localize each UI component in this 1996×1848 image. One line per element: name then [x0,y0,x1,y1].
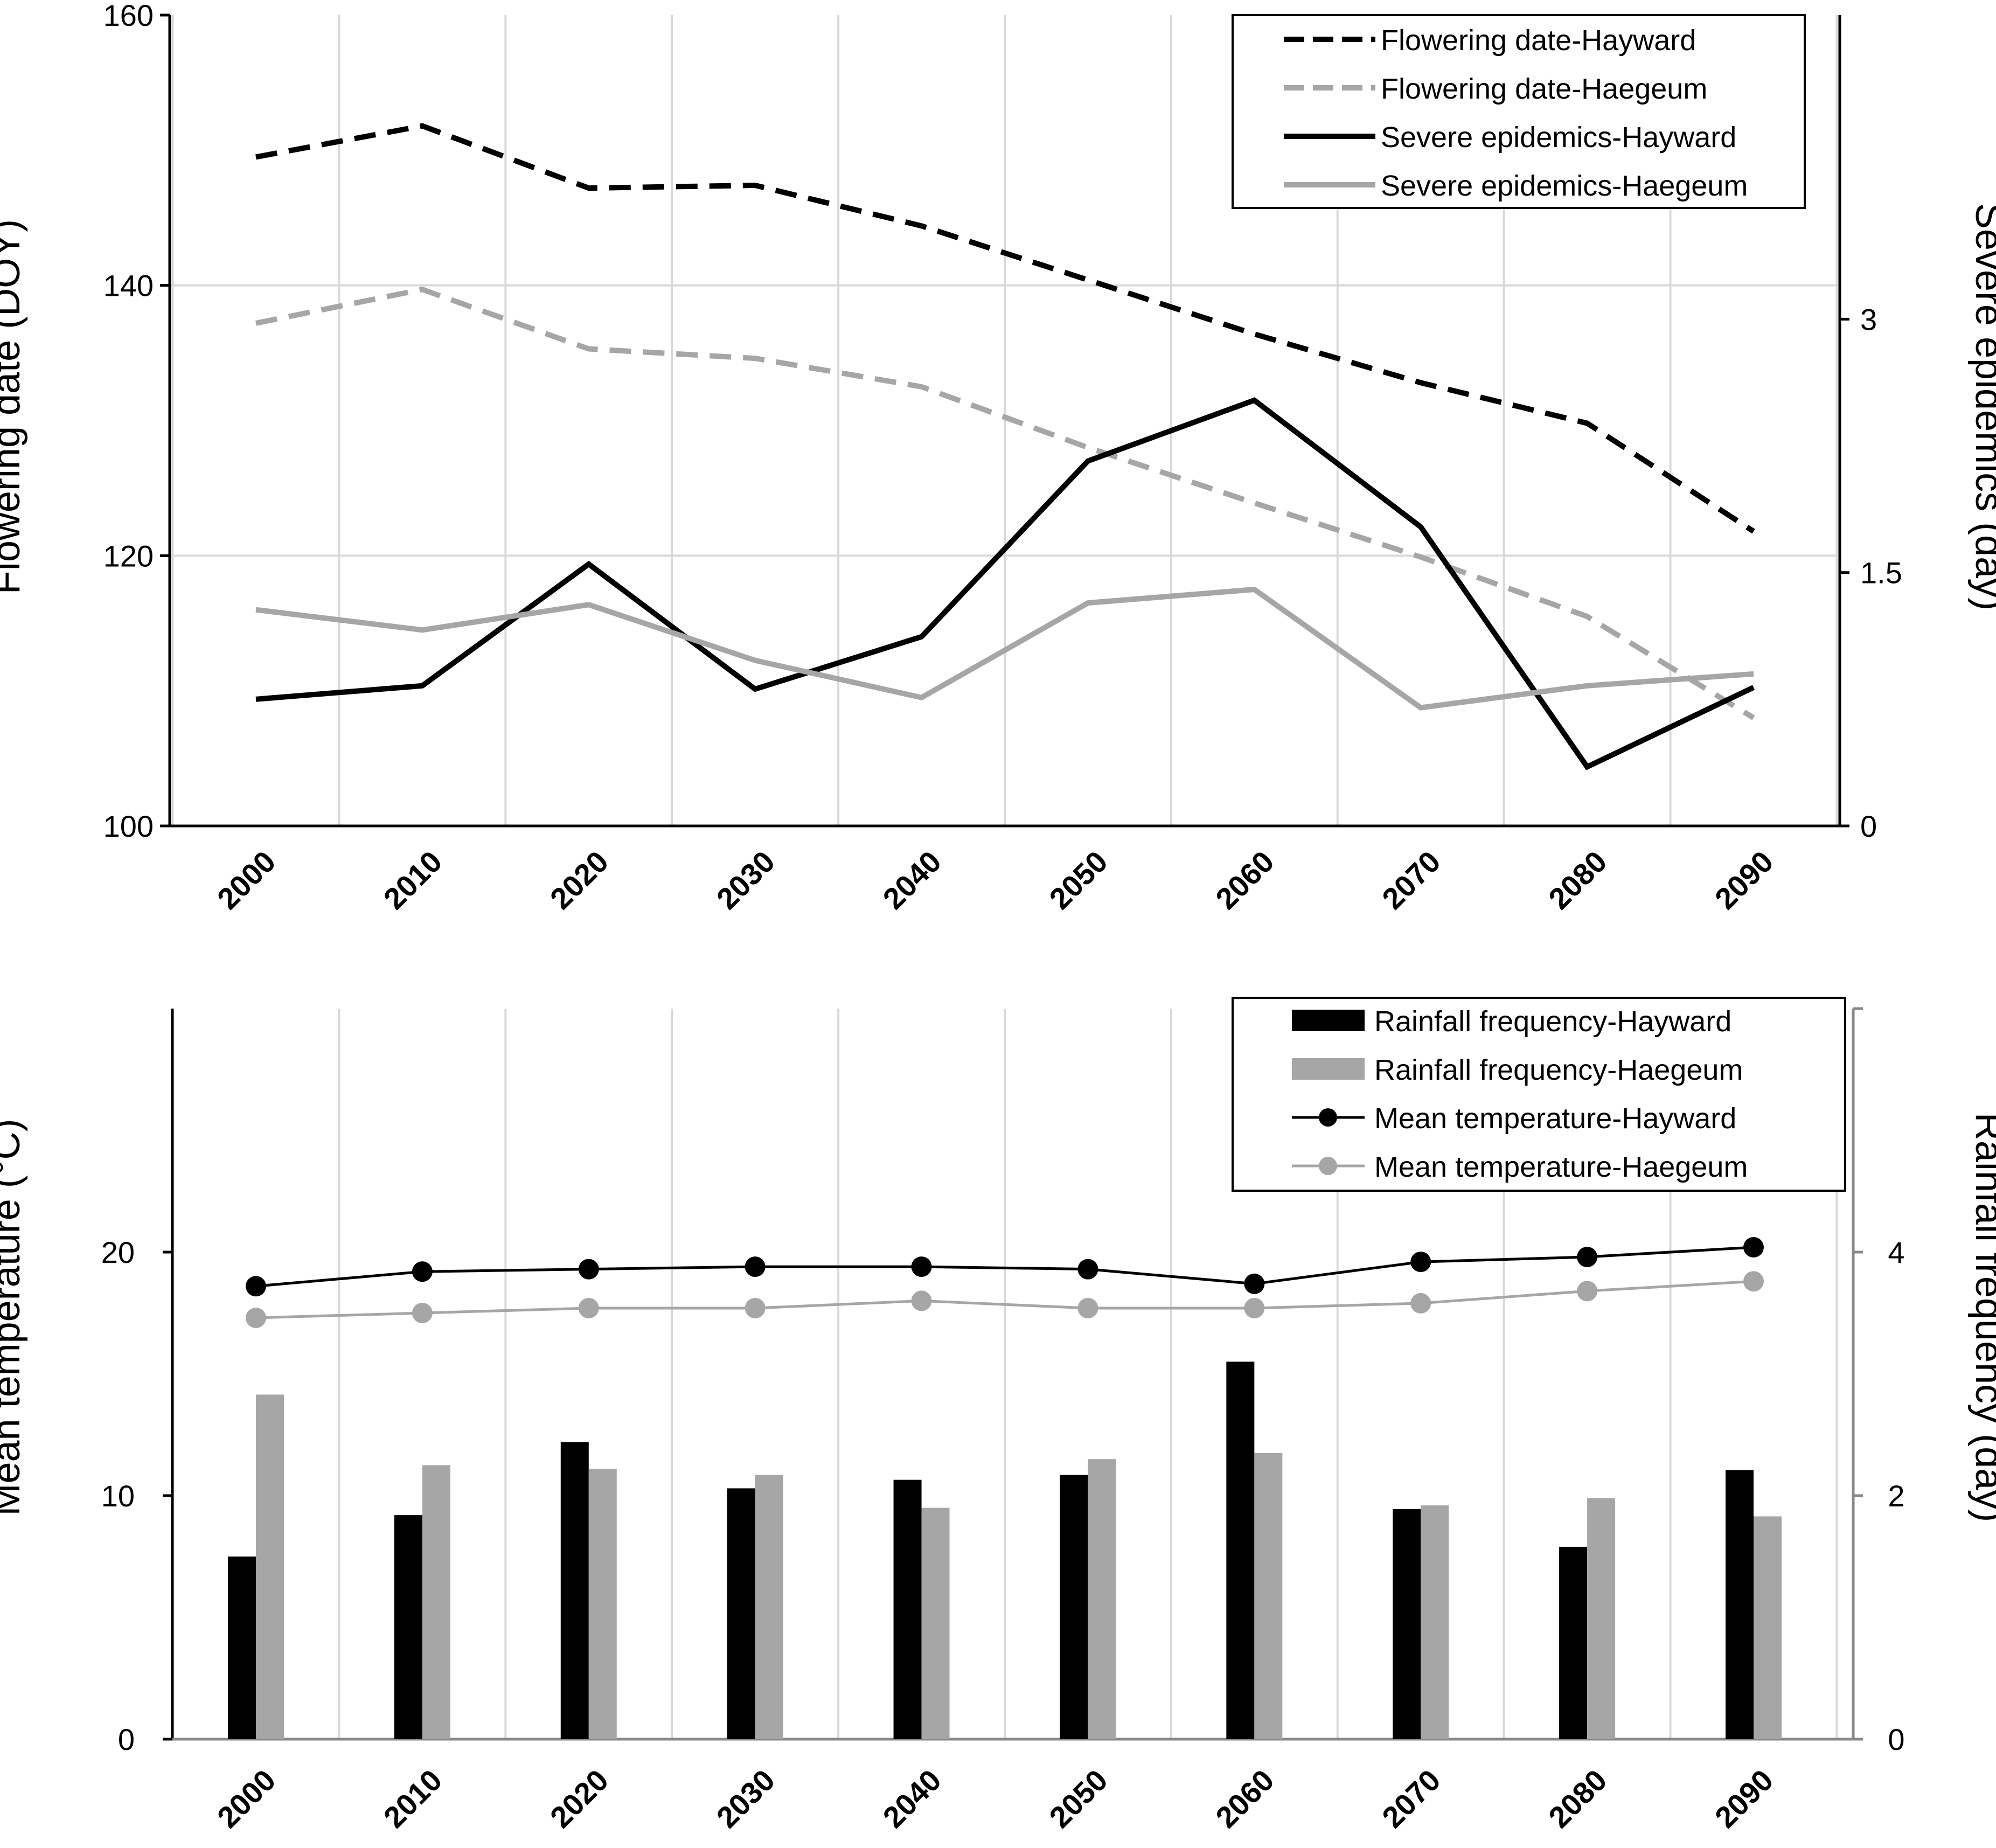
point-mean-temperature-hayward [246,1276,266,1297]
top-right-axis-label: Severe epidemics (day) [1967,203,1996,610]
bar-rainfall-frequency-hayward [1726,1470,1754,1739]
bottom-left-tick-label: 10 [101,1479,135,1513]
point-mean-temperature-haegeum [1577,1281,1598,1302]
top-series [255,123,1755,770]
series-line-flowering-date-hayward [255,123,1755,534]
bar-rainfall-frequency-hayward [1226,1361,1255,1739]
bar-rainfall-frequency-haegeum [1254,1453,1283,1739]
series-line-mean-temperature-haegeum [255,1280,1754,1319]
bar-rainfall-frequency-hayward [1060,1475,1088,1739]
top-right-tick-label: 3 [1860,302,1877,336]
bar-rainfall-frequency-haegeum [755,1475,783,1739]
bottom-right-tick-label: 0 [1888,1722,1904,1756]
point-mean-temperature-haegeum [578,1297,599,1318]
point-mean-temperature-hayward [1743,1236,1764,1258]
bar-rainfall-frequency-haegeum [256,1394,284,1739]
bottom-left-tick-label: 0 [118,1722,135,1756]
bottom-legend-label: Rainfall frequency-Haegeum [1374,1054,1743,1086]
top-left-tick-label: 160 [103,0,154,32]
top-legend: Flowering date-Hayward Flowering date-Hae… [1232,14,1806,209]
top-legend-label: Flowering date-Haegeum [1381,73,1707,105]
bar-rainfall-frequency-hayward [1559,1546,1588,1739]
bottom-right-axis-label: Rainfall frequency (day) [1967,1113,1996,1522]
bottom-legend-marker [1319,1157,1337,1175]
point-mean-temperature-hayward [578,1259,599,1280]
point-mean-temperature-haegeum [1743,1271,1764,1292]
bottom-legend-label: Mean temperature-Hayward [1374,1102,1736,1135]
top-legend-label: Severe epidemics-Haegeum [1381,170,1748,202]
bottom-legend-swatch [1292,1058,1365,1080]
bar-rainfall-frequency-haegeum [422,1465,450,1739]
point-mean-temperature-hayward [1244,1273,1265,1294]
bar-rainfall-frequency-hayward [893,1479,922,1739]
point-mean-temperature-hayward [1577,1247,1598,1268]
point-mean-temperature-hayward [745,1256,766,1277]
bar-rainfall-frequency-hayward [1393,1509,1421,1739]
bottom-legend-label: Rainfall frequency-Hayward [1374,1005,1731,1038]
point-mean-temperature-haegeum [412,1303,433,1323]
bottom-lines [246,1236,1764,1329]
point-mean-temperature-haegeum [1244,1297,1265,1318]
point-mean-temperature-hayward [911,1256,932,1277]
point-mean-temperature-hayward [1077,1259,1098,1280]
bar-rainfall-frequency-haegeum [1421,1505,1449,1739]
top-right-tick-label: 0 [1860,809,1877,843]
bar-rainfall-frequency-hayward [560,1442,589,1739]
series-line-flowering-date-haegeum [255,287,1755,720]
bottom-bars [228,1361,1782,1739]
bottom-legend-label: Mean temperature-Haegeum [1374,1151,1748,1183]
bottom-legend-swatch [1292,1010,1365,1031]
bottom-right-tick-label: 4 [1888,1235,1904,1269]
top-legend-label: Flowering date-Hayward [1381,24,1696,57]
top-left-axis-label: Flowering date (DOY) [0,219,28,594]
top-grid [170,15,1840,826]
point-mean-temperature-hayward [412,1261,433,1282]
top-left-tick-label: 100 [103,809,154,843]
series-line-severe-epidemics-hayward [255,397,1755,770]
point-mean-temperature-haegeum [1410,1293,1431,1314]
bottom-left-tick-label: 20 [101,1235,135,1269]
bar-rainfall-frequency-hayward [394,1515,422,1739]
top-left-tick-label: 140 [103,269,154,303]
bar-rainfall-frequency-hayward [228,1557,256,1739]
bottom-right-tick-label: 2 [1888,1479,1904,1513]
point-mean-temperature-haegeum [246,1308,266,1329]
bottom-left-axis-label: Mean temperature (°C) [0,1118,28,1516]
top-right-tick-label: 1.5 [1860,556,1902,590]
point-mean-temperature-haegeum [911,1290,932,1311]
point-mean-temperature-haegeum [1077,1297,1098,1318]
series-line-mean-temperature-hayward [255,1246,1754,1288]
bar-rainfall-frequency-haegeum [1587,1498,1616,1739]
top-left-tick-label: 120 [103,539,154,573]
bar-rainfall-frequency-haegeum [1088,1459,1116,1739]
series-line-severe-epidemics-haegeum [255,586,1754,711]
top-legend-label: Severe epidemics-Hayward [1381,121,1736,154]
top-axes [168,15,1841,828]
top-legend-box [1232,14,1806,209]
bar-rainfall-frequency-haegeum [588,1469,617,1739]
bar-rainfall-frequency-hayward [727,1488,755,1739]
point-mean-temperature-hayward [1410,1252,1431,1273]
bar-rainfall-frequency-haegeum [921,1507,950,1739]
point-mean-temperature-haegeum [745,1297,766,1318]
bar-rainfall-frequency-haegeum [1754,1516,1782,1739]
bottom-legend: Rainfall frequency-Hayward Rainfall frequ… [1232,997,1846,1192]
bottom-legend-marker [1319,1108,1337,1127]
